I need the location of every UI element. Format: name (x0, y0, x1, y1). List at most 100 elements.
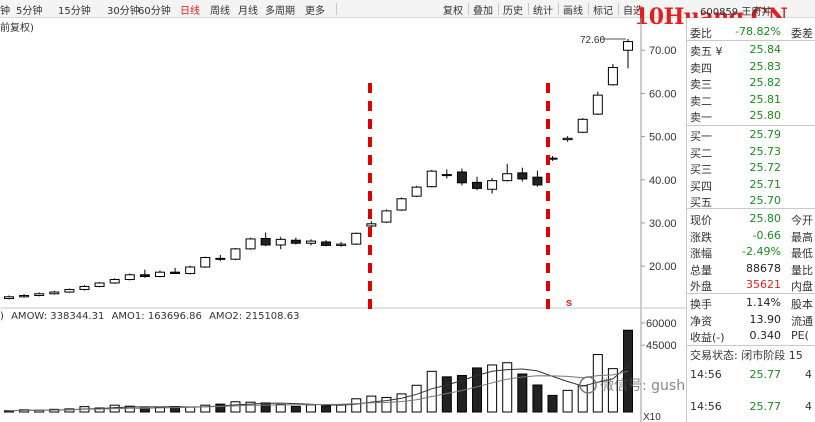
volume-indicator-label: ) AMOW: 338344.31 AMO1: 163696.86 AMO2: … (0, 311, 299, 322)
bid-row-2-label: 买二 (690, 146, 712, 160)
amo1-value: 163696.86 (147, 311, 202, 322)
volume-bar-up (426, 370, 437, 413)
ask-row-3-label: 卖三 (690, 78, 712, 91)
candle-up (19, 295, 30, 298)
stat-row-0: 现价 25.80 今开 (687, 211, 815, 227)
panel-divider (687, 125, 815, 126)
ask-row-5-value: 25.80 (749, 109, 782, 122)
candle-up (124, 274, 135, 281)
panel-divider (687, 345, 815, 346)
bid-row-4-label: 买四 (690, 179, 712, 193)
volume-bar-up (245, 401, 256, 413)
ask-row-1-label: 卖五 ¥ (690, 45, 723, 58)
stat2-row-2-value: 0.340 (749, 329, 782, 342)
candle-down (139, 274, 150, 278)
stat2-row-0: 换手 1.14% 股本 (687, 295, 815, 311)
stat-row-3-value: 88678 (746, 261, 781, 275)
stat2-row-2-extra-label: PE( (791, 329, 809, 342)
stat-row-3-extra-label: 量比 (791, 263, 813, 277)
candle-up (487, 180, 498, 190)
stat2-row-1-label: 净资 (690, 314, 712, 328)
volume-bar-down (321, 405, 332, 413)
stock-code: 600859 王府井 (700, 7, 772, 18)
kline-chart-area[interactable]: 20.00 30.00 40.00 50.00 60.00 70.00 72.60 s 4500… (0, 18, 686, 422)
bid-row-4-value: 25.71 (749, 177, 782, 191)
tick-price: 25.77 (749, 400, 782, 413)
period-tab-4[interactable]: 60分钟 (138, 6, 171, 17)
kline-chart[interactable]: 20.00 30.00 40.00 50.00 60.00 70.00 72.60 s 4500… (0, 18, 686, 422)
tool-button-1[interactable]: 叠加 (473, 6, 493, 17)
period-tab-1[interactable]: 5分钟 (16, 6, 43, 17)
candle-up (79, 285, 90, 290)
volume-bar-down (472, 367, 483, 413)
amo2-value: 215108.63 (245, 311, 300, 322)
volume-bar-down (290, 405, 301, 413)
ask-row-1: 卖五 ¥ 25.84 (687, 42, 815, 58)
period-tab-5[interactable]: 日线 (180, 6, 200, 17)
candle-down (517, 172, 528, 180)
period-tab-9[interactable]: 更多 (305, 6, 325, 17)
period-tab-0[interactable]: 钟 (0, 6, 10, 17)
volume-ma-line-2 (8, 370, 629, 412)
stat-row-1-extra-label: 最高 (791, 230, 813, 244)
volume-bar-up (396, 393, 407, 413)
volume-bar-down (517, 373, 528, 413)
tool-button-5[interactable]: 标记 (593, 6, 613, 17)
ask-row-3-value: 25.82 (749, 76, 782, 89)
panel-divider (687, 208, 815, 209)
sell-marker: s (566, 297, 572, 309)
volume-bar-up (577, 385, 588, 413)
toolbar-separator (498, 3, 499, 15)
tool-button-0[interactable]: 复权 (443, 6, 463, 17)
bid-row-5-label: 买五 (690, 196, 712, 209)
tool-button-3[interactable]: 统计 (533, 6, 553, 17)
period-tab-3[interactable]: 30分钟 (107, 6, 140, 17)
volume-bar-up (351, 398, 362, 413)
period-tab-8[interactable]: 多周期 (265, 6, 295, 17)
volume-bar-down (456, 374, 467, 413)
stat-row-2-extra-label: 最低 (791, 247, 813, 260)
trade-status: 交易状态: 闭市阶段 15 (690, 349, 803, 362)
stat-row-4-label: 外盘 (690, 280, 712, 293)
tick-price: 25.77 (749, 368, 782, 381)
volume-bar-up (366, 395, 377, 413)
period-tab-2[interactable]: 15分钟 (58, 6, 91, 17)
amow-value: 338344.31 (50, 311, 105, 322)
bid-row-3-label: 买三 (690, 163, 712, 176)
volume-bar-up (230, 401, 241, 413)
tool-button-6[interactable]: 自选 (623, 6, 643, 17)
bid-row-5-value: 25.70 (749, 194, 782, 207)
wechat-icon (579, 376, 597, 394)
candle-up (64, 288, 75, 293)
period-toolbar: 钟 5分钟 15分钟 30分钟 60分钟 日线 周线 月线 多周期 更多 复权 叠加 历史 统计 画线 标记自… (0, 0, 815, 18)
candle-up (49, 291, 60, 295)
price-tick-label: 50.00 (649, 132, 677, 144)
candle-up (381, 210, 392, 223)
volume-bar-up (562, 389, 573, 413)
volume-bar-up (487, 364, 498, 413)
candle-up (4, 296, 14, 300)
order-ratio-row-value: -78.82% (735, 25, 781, 38)
ask-row-2-value: 25.83 (749, 59, 782, 73)
bid-row-1-value: 25.79 (749, 128, 782, 141)
volume-bar-up (200, 404, 211, 413)
candle-up (351, 232, 362, 245)
ask-row-2: 卖四 25.83 (687, 59, 815, 75)
tool-button-4[interactable]: 画线 (563, 6, 583, 17)
candle-up (94, 282, 105, 287)
stat-row-1-value: -0.66 (752, 228, 781, 242)
stat-row-4: 外盘 35621 内盘 (687, 277, 815, 293)
period-tab-7[interactable]: 月线 (238, 6, 258, 17)
ask-row-5: 卖一 25.80 (687, 108, 815, 124)
candle-up (441, 174, 452, 177)
stat2-row-0-value: 1.14% (746, 296, 781, 309)
stat2-row-0-extra-label: 股本 (791, 298, 813, 311)
stat-row-2-label: 涨幅 (690, 247, 712, 260)
tool-button-2[interactable]: 历史 (503, 6, 523, 17)
period-tab-6[interactable]: 周线 (210, 6, 230, 17)
volume-bar-up (305, 404, 316, 413)
candle-up (592, 94, 603, 115)
tick-time: 14:56 (690, 400, 722, 413)
stat-row-4-extra-label: 内盘 (791, 280, 813, 293)
ask-row-4-label: 卖二 (690, 94, 712, 108)
